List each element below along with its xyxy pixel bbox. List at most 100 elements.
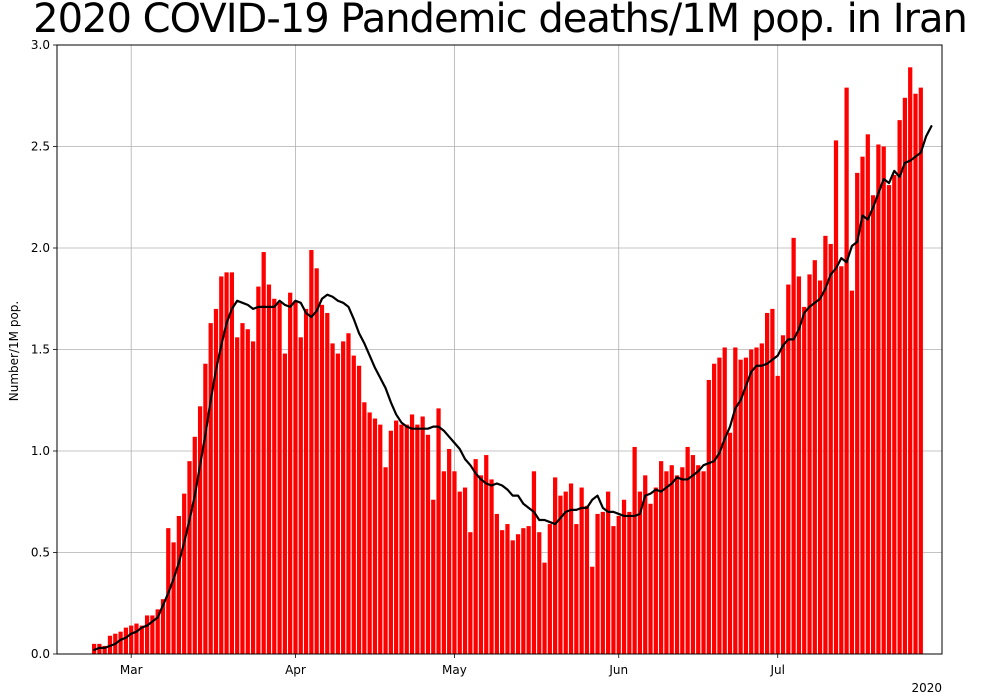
- bar: [224, 272, 229, 654]
- bar: [584, 505, 590, 654]
- bar: [669, 465, 674, 654]
- bar: [362, 402, 367, 654]
- bar: [680, 467, 685, 654]
- bar: [197, 406, 203, 654]
- bar: [881, 146, 886, 654]
- bar: [892, 174, 897, 655]
- bar: [367, 412, 372, 654]
- bar: [621, 499, 627, 654]
- bar: [425, 434, 431, 654]
- bar: [489, 479, 494, 654]
- bar: [897, 120, 902, 655]
- bar: [118, 631, 123, 654]
- bar: [611, 526, 616, 654]
- bar: [462, 487, 468, 654]
- y-tick-label: 3.0: [31, 38, 50, 52]
- bar: [574, 524, 579, 654]
- bar: [420, 416, 425, 654]
- bar: [595, 513, 600, 654]
- bar: [590, 566, 595, 654]
- bar: [356, 365, 362, 654]
- bar: [478, 475, 484, 654]
- bar: [706, 379, 711, 654]
- bar: [637, 491, 643, 654]
- bar: [123, 627, 129, 654]
- bar: [155, 609, 160, 654]
- bar: [298, 337, 303, 654]
- bar: [531, 471, 537, 654]
- bar: [828, 243, 833, 654]
- y-tick-label: 0.5: [31, 546, 50, 560]
- bar: [865, 134, 870, 654]
- bar: [839, 266, 844, 654]
- bar: [182, 493, 187, 654]
- x-tick-label: May: [442, 663, 467, 677]
- bar: [712, 363, 717, 654]
- bar: [415, 424, 420, 654]
- bar: [902, 97, 908, 654]
- bar: [870, 195, 876, 654]
- bar: [203, 363, 208, 654]
- bar: [727, 432, 733, 654]
- y-tick-label: 2.5: [31, 140, 50, 154]
- bar: [616, 515, 621, 654]
- bar: [457, 491, 462, 654]
- bar: [494, 513, 499, 654]
- bar: [558, 495, 563, 654]
- bar: [849, 290, 855, 654]
- bar: [844, 87, 849, 654]
- bar: [817, 280, 823, 654]
- bar: [749, 349, 754, 654]
- bar: [542, 562, 547, 654]
- bar: [272, 298, 277, 654]
- axes-layer: 0.0 0.5 1.0 1.5 2.0 2.5 3.0 Mar Apr May Jun Jul: [31, 38, 943, 677]
- bar: [187, 461, 192, 654]
- bar: [282, 353, 287, 654]
- bar: [235, 337, 240, 654]
- bar: [500, 530, 505, 654]
- bar: [606, 491, 611, 654]
- bar: [786, 284, 791, 654]
- bar: [388, 430, 393, 654]
- bar: [627, 511, 632, 654]
- bar: [515, 534, 521, 654]
- bar: [129, 625, 134, 654]
- bar: [653, 487, 658, 654]
- bar: [701, 471, 706, 654]
- bar: [770, 308, 775, 654]
- bar: [441, 471, 446, 654]
- line-layer: [92, 125, 933, 652]
- bar: [643, 475, 648, 654]
- bar: [473, 459, 478, 654]
- bar: [860, 156, 865, 654]
- bar: [256, 286, 261, 654]
- bar: [823, 235, 828, 654]
- bar: [277, 302, 282, 654]
- bar: [765, 312, 770, 654]
- bar: [775, 375, 780, 654]
- bar: [447, 448, 452, 654]
- bar: [139, 625, 144, 654]
- bar: [293, 300, 298, 654]
- bar: [325, 312, 330, 654]
- bar: [833, 140, 839, 654]
- plot-frame: [56, 44, 943, 655]
- y-tick-label: 1.0: [31, 444, 50, 458]
- bar: [219, 276, 224, 654]
- y-tick-label: 1.5: [31, 343, 50, 357]
- y-tick-label: 0.0: [31, 647, 50, 661]
- bar: [309, 250, 314, 654]
- bar: [690, 455, 696, 654]
- bar: [568, 483, 574, 654]
- bar: [759, 343, 764, 654]
- bar: [399, 424, 404, 654]
- bar: [346, 333, 351, 654]
- bar: [330, 343, 335, 654]
- bar: [521, 528, 526, 654]
- bar: [208, 323, 213, 654]
- bar: [468, 532, 473, 654]
- bar: [452, 471, 457, 654]
- bar: [791, 237, 796, 654]
- bar: [733, 347, 738, 654]
